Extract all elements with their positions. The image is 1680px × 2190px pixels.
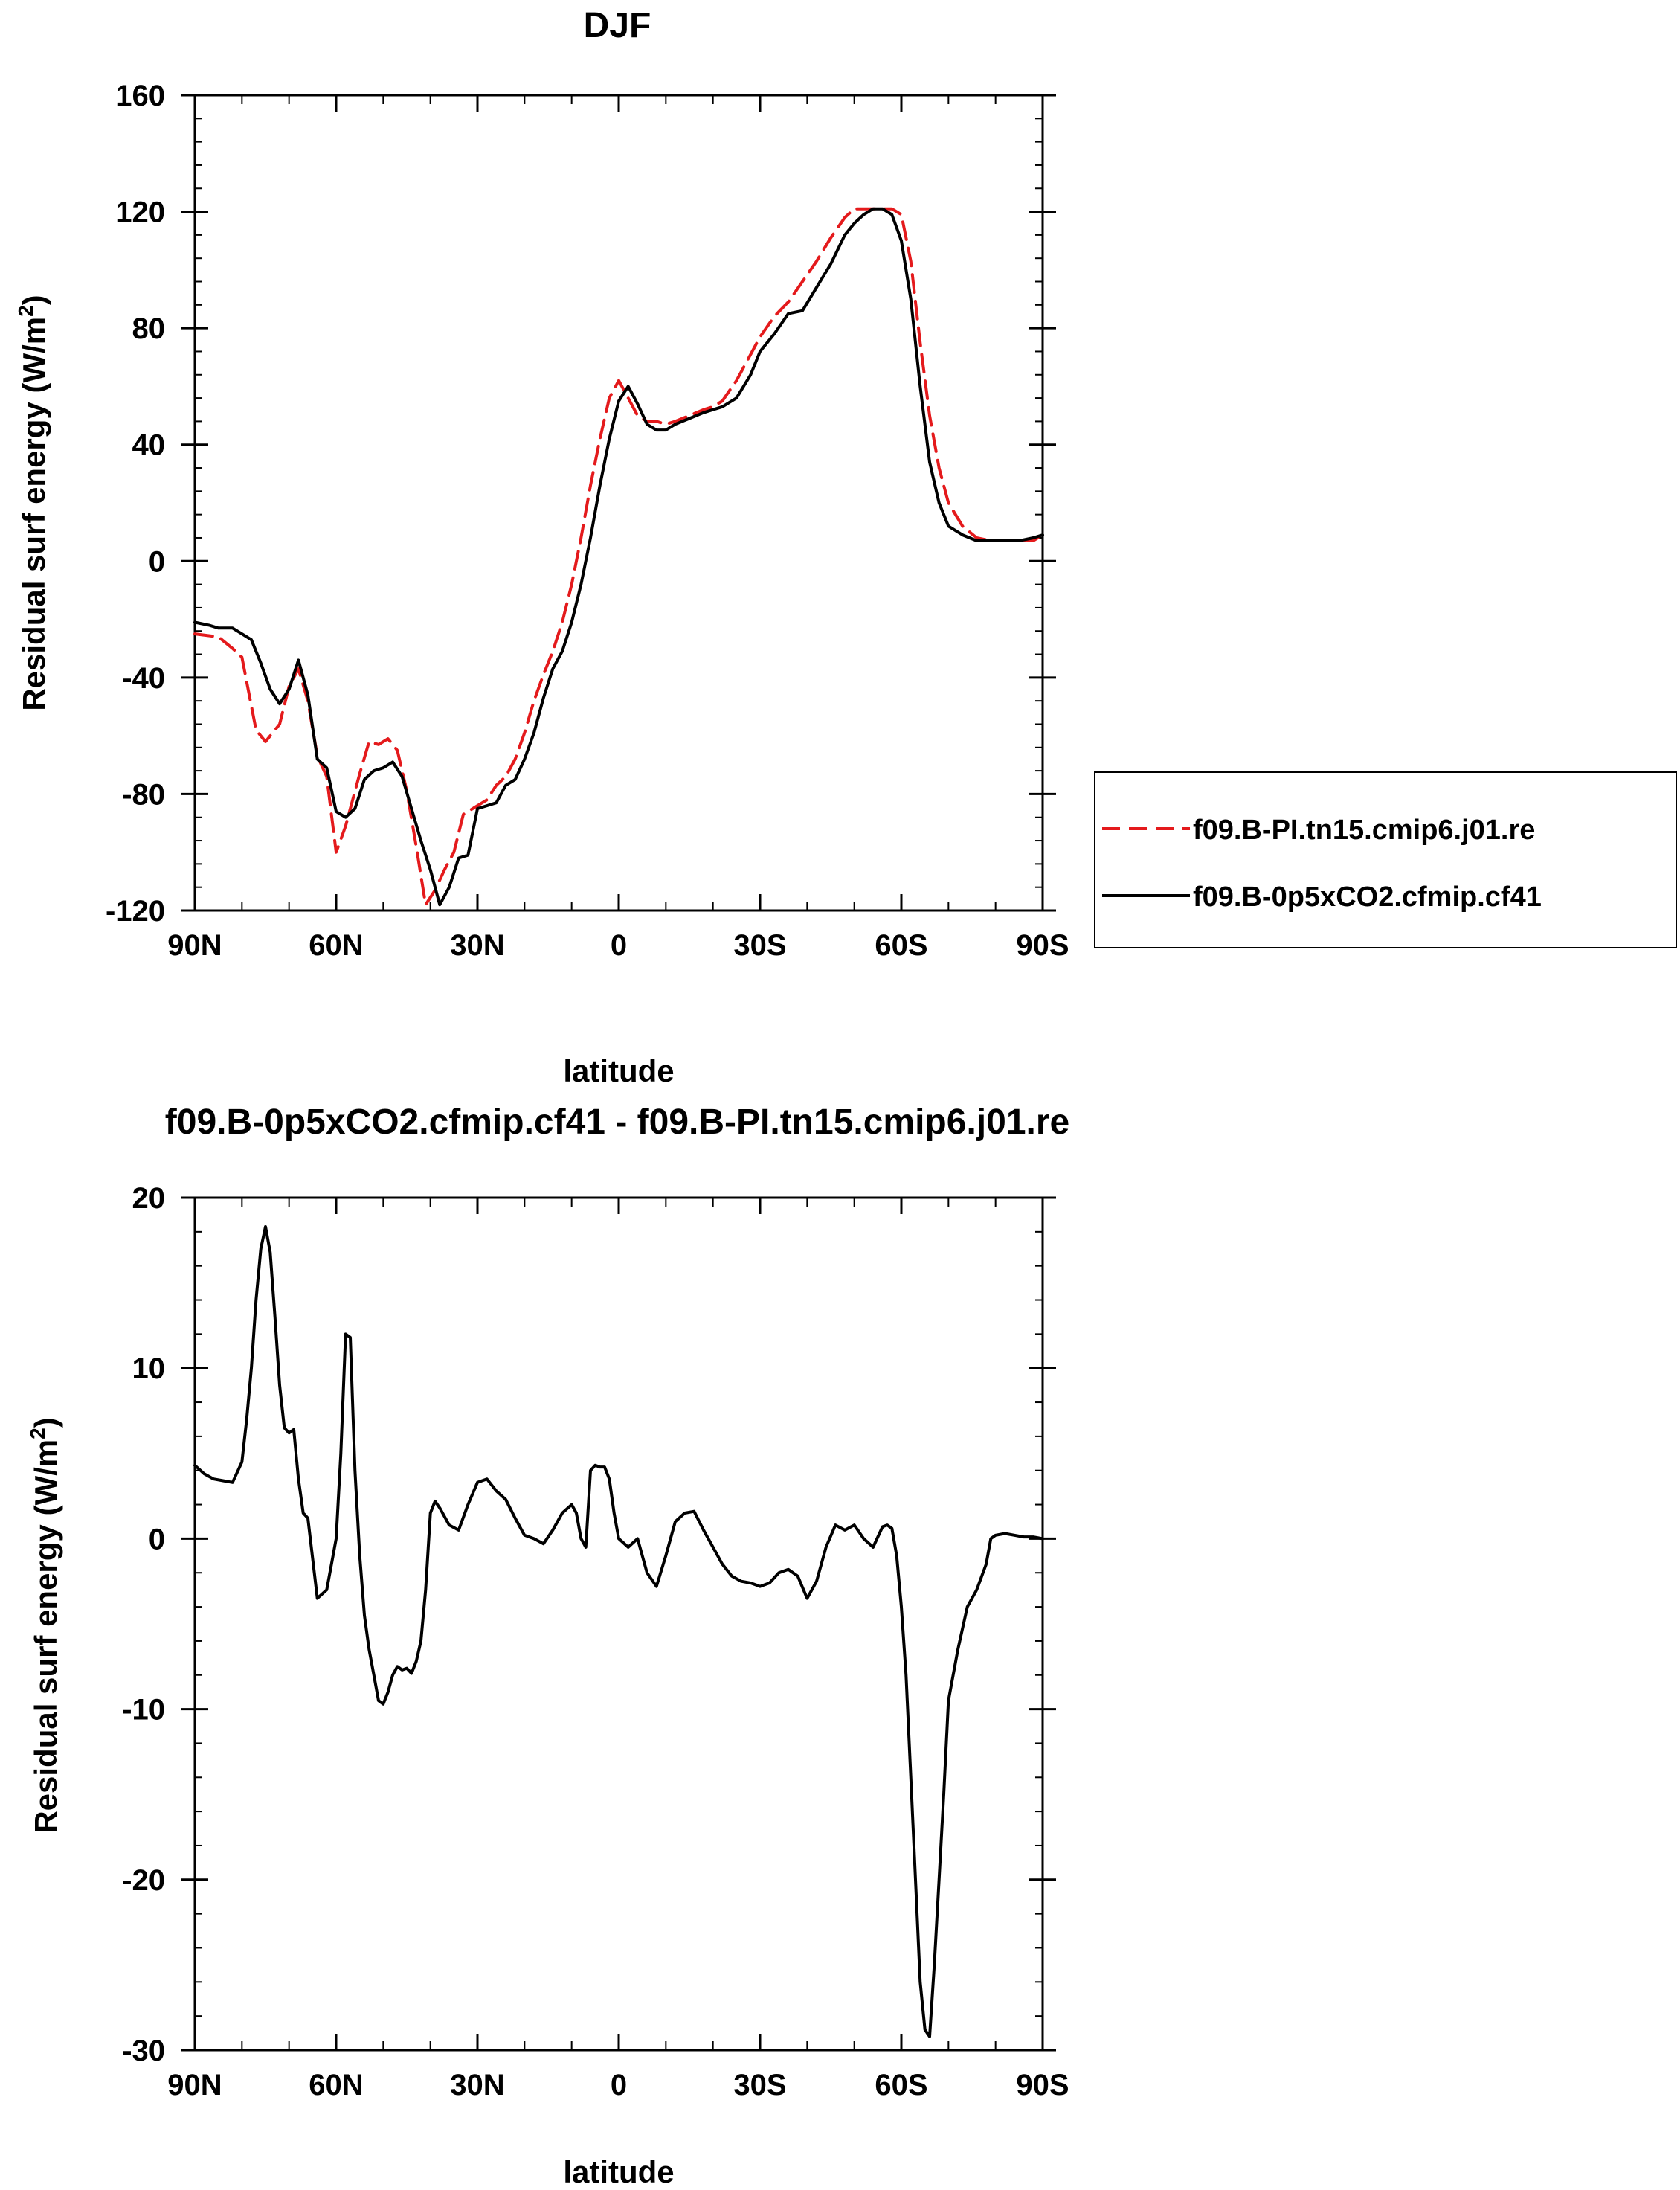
bottom-plot-frame <box>193 1196 1044 2052</box>
top-x-axis-label: latitude <box>563 1053 674 1088</box>
top-y-tick-label: 120 <box>115 196 165 229</box>
top-x-tick-label: 90S <box>1016 929 1069 962</box>
top-x-tick-label: 0 <box>611 929 627 962</box>
bottom-x-tick-label: 30N <box>450 2069 504 2101</box>
bottom-y-tick-label: -20 <box>122 1864 165 1897</box>
bottom-x-tick-label: 60S <box>875 2069 927 2101</box>
top-title: DJF <box>584 6 651 45</box>
legend: f09.B-PI.tn15.cmip6.j01.re f09.B-0p5xCO2… <box>1094 771 1677 948</box>
bottom-x-tick-label: 60N <box>309 2069 363 2101</box>
top-x-tick-label: 60S <box>875 929 927 962</box>
top-x-tick-label: 30N <box>450 929 504 962</box>
bottom-series-line-1 <box>193 1225 1044 2038</box>
legend-box <box>1094 771 1677 948</box>
top-y-tick-label: 0 <box>149 545 165 578</box>
top-plot-frame <box>193 94 1044 912</box>
top-y-tick-label: -40 <box>122 662 165 695</box>
top-y-tick-label: -120 <box>106 895 165 928</box>
bottom-y-tick-label: 10 <box>132 1352 166 1385</box>
bottom-x-tick-label: 90S <box>1016 2069 1069 2101</box>
legend-label-pi: f09.B-PI.tn15.cmip6.j01.re <box>1193 815 1535 846</box>
bottom-title: f09.B-0p5xCO2.cfmip.cf41 - f09.B-PI.tn15… <box>165 1102 1069 1142</box>
bottom-x-tick-label: 0 <box>611 2069 627 2101</box>
bottom-y-tick-label: -30 <box>122 2035 165 2067</box>
top-y-tick-label: 160 <box>115 80 165 112</box>
bottom-y-tick-label: -10 <box>122 1694 165 1727</box>
top-panel: DJF 90N 60N 30N 0 30S 60S 90S -120 -80 -40 0 40 80 12… <box>14 6 1677 1088</box>
bottom-x-tick-label: 30S <box>733 2069 786 2101</box>
top-x-tick-label: 60N <box>309 929 363 962</box>
top-y-tick-label: 80 <box>132 312 166 345</box>
bottom-x-tick-label: 90N <box>167 2069 222 2101</box>
bottom-y-axis-label: Residual surf energy (W/m2) <box>26 1417 63 1833</box>
bottom-x-axis-label: latitude <box>563 2154 674 2189</box>
top-y-tick-label: 40 <box>132 429 166 462</box>
top-series-line-1 <box>193 207 1044 907</box>
bottom-y-tick-label: 0 <box>149 1523 165 1555</box>
top-series-line-2 <box>193 207 1044 907</box>
top-x-tick-label: 90N <box>167 929 222 962</box>
top-y-axis-label: Residual surf energy (W/m2) <box>14 295 51 710</box>
legend-label-0p5xco2: f09.B-0p5xCO2.cfmip.cf41 <box>1193 882 1542 913</box>
bottom-y-tick-label: 20 <box>132 1182 166 1215</box>
bottom-panel: f09.B-0p5xCO2.cfmip.cf41 - f09.B-PI.tn15… <box>26 1102 1069 2189</box>
top-x-tick-label: 30S <box>733 929 786 962</box>
top-y-tick-label: -80 <box>122 778 165 811</box>
